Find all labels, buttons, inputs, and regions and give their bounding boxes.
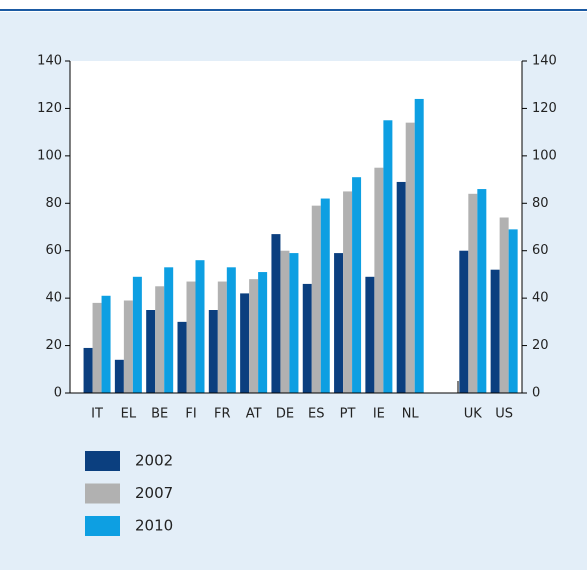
bar: [352, 177, 362, 393]
x-tick-label: AT: [246, 407, 262, 422]
x-tick-label: DE: [276, 407, 294, 422]
x-tick-label: US: [495, 407, 513, 422]
bar: [240, 293, 250, 393]
bar: [101, 295, 111, 393]
bar: [289, 253, 299, 393]
legend-swatch: [85, 451, 120, 471]
y2-tick-label: 40: [532, 291, 549, 306]
legend-label: 2010: [135, 517, 173, 535]
bar: [114, 359, 124, 393]
x-tick-label: BE: [151, 407, 168, 422]
bar: [405, 122, 415, 394]
bar: [186, 281, 196, 393]
y-tick-label: 60: [45, 243, 62, 258]
x-tick-label: ES: [308, 407, 324, 422]
bar: [459, 250, 469, 393]
bar: [83, 347, 93, 393]
x-tick-label: IT: [91, 407, 103, 422]
y-tick-label: 20: [45, 338, 62, 353]
bar: [177, 321, 187, 393]
bar: [468, 193, 478, 393]
x-tick-label: IE: [373, 407, 385, 422]
y2-tick-label: 60: [532, 243, 549, 258]
y-tick-label: 100: [37, 148, 62, 163]
bar: [374, 167, 384, 393]
legend-swatch: [85, 516, 120, 536]
y-tick-label: 80: [45, 196, 62, 211]
bar: [280, 250, 290, 393]
top-rule: [0, 9, 587, 11]
bar: [155, 286, 165, 393]
bar: [302, 283, 312, 393]
x-tick-label: EL: [121, 407, 137, 422]
bar: [343, 191, 353, 393]
bar: [132, 276, 142, 393]
y2-tick-label: 20: [532, 338, 549, 353]
legend-label: 2002: [135, 452, 173, 470]
bar: [92, 302, 102, 393]
bar: [123, 300, 133, 393]
bar: [226, 267, 236, 393]
y2-tick-label: 140: [532, 54, 557, 69]
bar: [271, 234, 281, 393]
bar: [146, 310, 156, 393]
legend-swatch: [85, 483, 120, 504]
bar: [208, 310, 218, 393]
bar: [217, 281, 227, 393]
y-tick-label: 40: [45, 291, 62, 306]
bar: [195, 260, 205, 393]
legend-label: 2007: [135, 484, 173, 502]
y2-tick-label: 0: [532, 386, 540, 401]
y2-tick-label: 80: [532, 196, 549, 211]
y-tick-label: 140: [37, 54, 62, 69]
bar: [164, 267, 174, 393]
bar: [414, 98, 424, 393]
bar: [396, 181, 406, 393]
x-tick-label: UK: [464, 407, 483, 422]
bar: [477, 189, 487, 393]
bar: [311, 205, 321, 393]
bar: [249, 279, 259, 393]
y-tick-label: 120: [37, 101, 62, 116]
y-tick-label: 0: [54, 386, 62, 401]
x-tick-label: PT: [340, 407, 356, 422]
bar: [508, 229, 518, 393]
x-tick-label: FR: [214, 407, 231, 422]
bar: [258, 272, 268, 393]
x-tick-label: NL: [402, 407, 420, 422]
y2-tick-label: 120: [532, 101, 557, 116]
bar: [490, 269, 500, 393]
bar: [499, 217, 509, 393]
bar: [334, 253, 344, 393]
y2-tick-label: 100: [532, 148, 557, 163]
x-tick-label: FI: [185, 407, 196, 422]
bar: [383, 120, 393, 394]
bar: [365, 276, 375, 393]
bar: [320, 198, 330, 393]
